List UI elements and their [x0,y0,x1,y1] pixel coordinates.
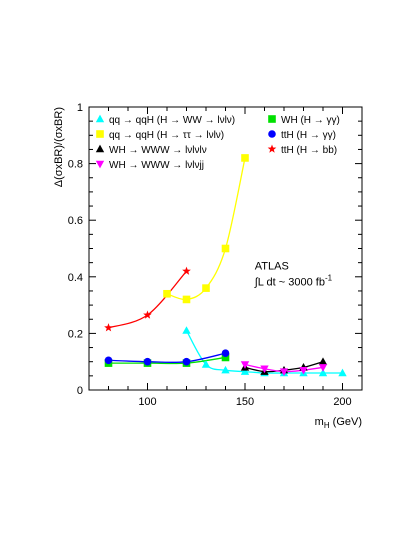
data-point [279,368,289,376]
legend-marker [268,115,276,123]
x-axis-label-unit: (GeV) [330,416,362,428]
data-point [221,353,230,362]
y-tick-label: 0.4 [68,272,83,284]
data-point [201,360,211,368]
data-point [182,357,191,366]
y-tick-label: 1 [77,102,83,114]
data-point [299,366,308,375]
data-point [143,357,152,366]
legend-marker [268,130,276,138]
series-line-1 [166,157,246,301]
data-point [338,368,347,377]
axis-ticks: 0 0.2 0.4 0.6 0.8 1 100 150 200 [68,102,363,408]
data-point [221,244,230,253]
data-point [221,349,230,358]
legend-marker [267,144,277,153]
x-axis-label-subscript: H [324,421,330,430]
data-point [182,326,191,334]
data-point [143,310,152,319]
x-axis-label: mH (GeV) [315,416,362,430]
legend-label: ttH (H → γγ) [281,130,336,141]
legend-marker [95,144,105,153]
luminosity-label: ∫L dt ~ 3000 fb-1 [254,273,333,288]
data-point [182,266,191,275]
data-point [241,154,249,162]
x-axis-label-symbol: m [315,416,324,428]
legend-label: qq → qqH (H → WW → lνlν) [109,115,235,126]
series-curves [108,157,343,374]
legend-marker [95,160,105,169]
legend-marker [95,114,105,123]
legend-marker [96,130,104,138]
data-point [163,289,171,298]
legend-label: WH → WWW → lνlνlν [109,145,207,156]
atlas-label: ATLAS [255,261,289,273]
data-point [318,357,328,365]
y-axis-label: Δ(σxBR)/(σxBR) [53,107,65,187]
x-tick-label: 200 [333,396,351,408]
data-point [240,361,250,369]
luminosity-text: ∫L dt ~ 3000 fb [254,276,325,288]
series-line-4 [108,356,226,365]
data-point [260,365,269,374]
data-point [104,323,113,332]
data-point [221,365,230,374]
data-point [318,364,328,372]
y-tick-label: 0.2 [68,328,83,340]
x-tick-label: 150 [236,396,254,408]
y-tick-label: 0 [77,385,83,397]
luminosity-exponent: -1 [325,273,333,282]
data-point [104,356,113,365]
legend-label: WH → WWW → lνlνjj [109,160,204,171]
series-line-5 [108,352,226,364]
data-point [202,284,210,292]
series-markers [104,154,347,377]
data-point [240,367,250,375]
legend: qq → qqH (H → WW → lνlν) qq → qqH (H → ττ… [95,114,340,171]
legend-label: qq → qqH (H → ττ → lνlν) [109,130,224,141]
legend-label: ttH (H → bb) [281,145,337,156]
y-tick-label: 0.8 [68,159,83,171]
x-tick-label: 100 [138,396,156,408]
legend-label: WH (H → γγ) [281,115,340,126]
y-tick-label: 0.6 [68,215,83,227]
data-point [182,295,191,304]
data-point [318,368,328,377]
series-line-6 [108,270,187,329]
